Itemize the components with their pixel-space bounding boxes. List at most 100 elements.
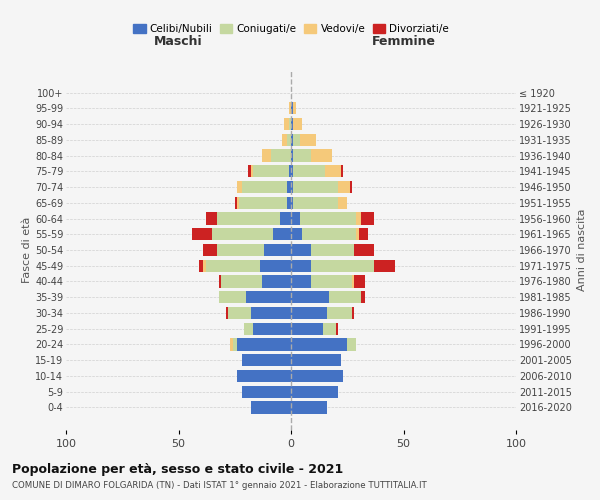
Bar — [237, 196, 239, 209]
Bar — [264, 244, 291, 256]
Bar — [338, 181, 349, 193]
Bar — [291, 307, 327, 319]
Bar — [203, 244, 217, 256]
Bar — [262, 150, 271, 162]
Bar — [311, 244, 354, 256]
Bar — [356, 228, 359, 240]
Bar — [291, 181, 293, 193]
Bar — [300, 212, 356, 224]
Bar — [282, 134, 287, 146]
Text: Maschi: Maschi — [154, 36, 203, 49]
Bar — [287, 196, 291, 209]
Bar — [293, 181, 338, 193]
Bar — [291, 276, 311, 287]
Bar — [199, 260, 203, 272]
Bar — [219, 291, 246, 304]
Bar — [327, 307, 352, 319]
Bar — [291, 212, 300, 224]
Bar — [291, 134, 293, 146]
Text: Popolazione per età, sesso e stato civile - 2021: Popolazione per età, sesso e stato civil… — [12, 462, 343, 475]
Bar — [203, 260, 205, 272]
Bar — [253, 165, 289, 177]
Bar — [291, 291, 329, 304]
Bar — [219, 276, 221, 287]
Bar — [291, 322, 323, 335]
Bar — [302, 228, 356, 240]
Bar — [246, 291, 291, 304]
Bar — [354, 276, 365, 287]
Bar — [291, 370, 343, 382]
Bar — [336, 322, 338, 335]
Bar — [291, 118, 293, 130]
Bar — [237, 338, 291, 350]
Bar — [251, 402, 291, 413]
Bar — [293, 165, 325, 177]
Bar — [329, 291, 361, 304]
Bar — [291, 260, 311, 272]
Bar — [251, 165, 253, 177]
Bar — [287, 134, 291, 146]
Bar — [291, 102, 293, 115]
Bar — [217, 212, 280, 224]
Bar — [289, 165, 291, 177]
Bar — [251, 307, 291, 319]
Bar — [192, 228, 212, 240]
Bar — [248, 165, 251, 177]
Bar — [325, 165, 341, 177]
Bar — [291, 196, 293, 209]
Text: COMUNE DI DIMARO FOLGARIDA (TN) - Dati ISTAT 1° gennaio 2021 - Elaborazione TUTT: COMUNE DI DIMARO FOLGARIDA (TN) - Dati I… — [12, 481, 427, 490]
Bar — [289, 118, 291, 130]
Bar — [361, 212, 374, 224]
Bar — [221, 276, 262, 287]
Bar — [205, 260, 260, 272]
Text: Femmine: Femmine — [371, 36, 436, 49]
Bar — [300, 134, 316, 146]
Bar — [284, 118, 289, 130]
Bar — [291, 165, 293, 177]
Bar — [291, 386, 338, 398]
Bar — [291, 228, 302, 240]
Bar — [241, 181, 287, 193]
Bar — [293, 134, 300, 146]
Bar — [356, 212, 361, 224]
Bar — [347, 338, 356, 350]
Bar — [226, 307, 228, 319]
Bar — [237, 370, 291, 382]
Y-axis label: Fasce di età: Fasce di età — [22, 217, 32, 283]
Bar — [293, 102, 296, 115]
Bar — [359, 228, 367, 240]
Bar — [228, 307, 251, 319]
Bar — [212, 228, 273, 240]
Bar — [354, 244, 374, 256]
Bar — [361, 291, 365, 304]
Bar — [352, 307, 354, 319]
Bar — [253, 322, 291, 335]
Bar — [291, 150, 293, 162]
Bar — [273, 228, 291, 240]
Bar — [311, 276, 352, 287]
Bar — [291, 354, 341, 366]
Bar — [262, 276, 291, 287]
Bar — [349, 181, 352, 193]
Bar — [217, 244, 264, 256]
Bar — [352, 276, 354, 287]
Bar — [374, 260, 395, 272]
Bar — [235, 196, 237, 209]
Bar — [293, 196, 338, 209]
Bar — [287, 181, 291, 193]
Bar — [230, 338, 233, 350]
Bar — [291, 402, 327, 413]
Bar — [244, 322, 253, 335]
Y-axis label: Anni di nascita: Anni di nascita — [577, 209, 587, 291]
Bar — [338, 196, 347, 209]
Bar — [291, 244, 311, 256]
Bar — [291, 338, 347, 350]
Bar — [311, 260, 374, 272]
Bar — [237, 181, 241, 193]
Bar — [241, 386, 291, 398]
Bar — [260, 260, 291, 272]
Bar — [280, 212, 291, 224]
Bar — [293, 150, 311, 162]
Bar — [233, 338, 237, 350]
Bar — [239, 196, 287, 209]
